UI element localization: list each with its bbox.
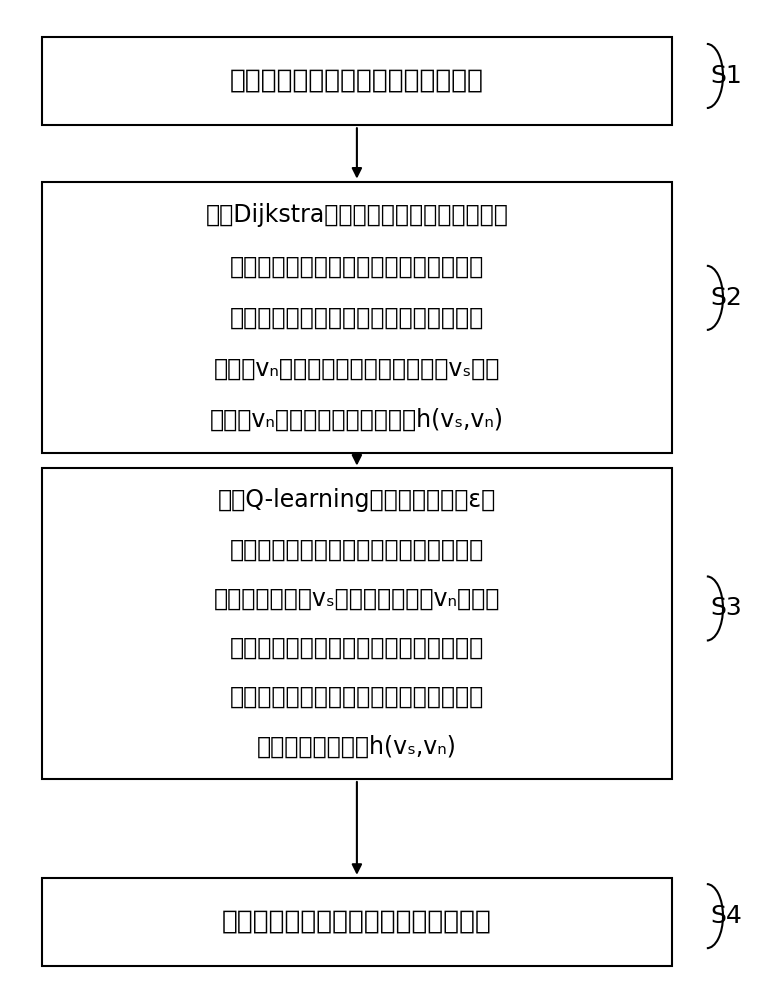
FancyBboxPatch shape [41,878,673,966]
Text: 根据Q-learning算法，采用基于ε－: 根据Q-learning算法，采用基于ε－ [218,488,496,512]
FancyBboxPatch shape [41,37,673,125]
Text: S3: S3 [710,596,742,620]
Text: 贪婪策略的链路选择机制进行路径规划，: 贪婪策略的链路选择机制进行路径规划， [229,537,484,561]
Text: S1: S1 [710,64,742,88]
Text: ，所述规划路径的路由跳数不超过所述最: ，所述规划路径的路由跳数不超过所述最 [229,685,484,709]
Text: 标节点vₙ的最短路径，并获取源节点vₛ到目: 标节点vₙ的最短路径，并获取源节点vₛ到目 [214,357,500,381]
Text: 条规划路径，获取所述规划路径的奖励值: 条规划路径，获取所述规划路径的奖励值 [229,636,484,660]
Text: 构建网络模型，并定义网络模型参数: 构建网络模型，并定义网络模型参数 [230,68,484,94]
Text: 个节点到其他节点的最短路径树，同时按: 个节点到其他节点的最短路径树，同时按 [229,254,484,278]
Text: S2: S2 [710,286,742,310]
Text: 根据Dijkstra算法和所述网络模型，构建每: 根据Dijkstra算法和所述网络模型，构建每 [205,203,508,227]
FancyBboxPatch shape [41,182,673,453]
FancyBboxPatch shape [41,468,673,779]
Text: S4: S4 [710,904,742,928]
Text: 短路径的路由跳数h(vₛ,vₙ): 短路径的路由跳数h(vₛ,vₙ) [257,735,456,759]
Text: 标节点vₙ的最短路径的路由跳数h(vₛ,vₙ): 标节点vₙ的最短路径的路由跳数h(vₛ,vₙ) [210,408,504,432]
Text: 照预设值在各节点存储若干条该节点到目: 照预设值在各节点存储若干条该节点到目 [229,306,484,330]
Text: 得到所述源节点vₛ到所述目标节点vₙ的若干: 得到所述源节点vₛ到所述目标节点vₙ的若干 [214,587,500,611]
Text: 根据规划路径的奖励值，得到最佳路径: 根据规划路径的奖励值，得到最佳路径 [222,909,492,935]
